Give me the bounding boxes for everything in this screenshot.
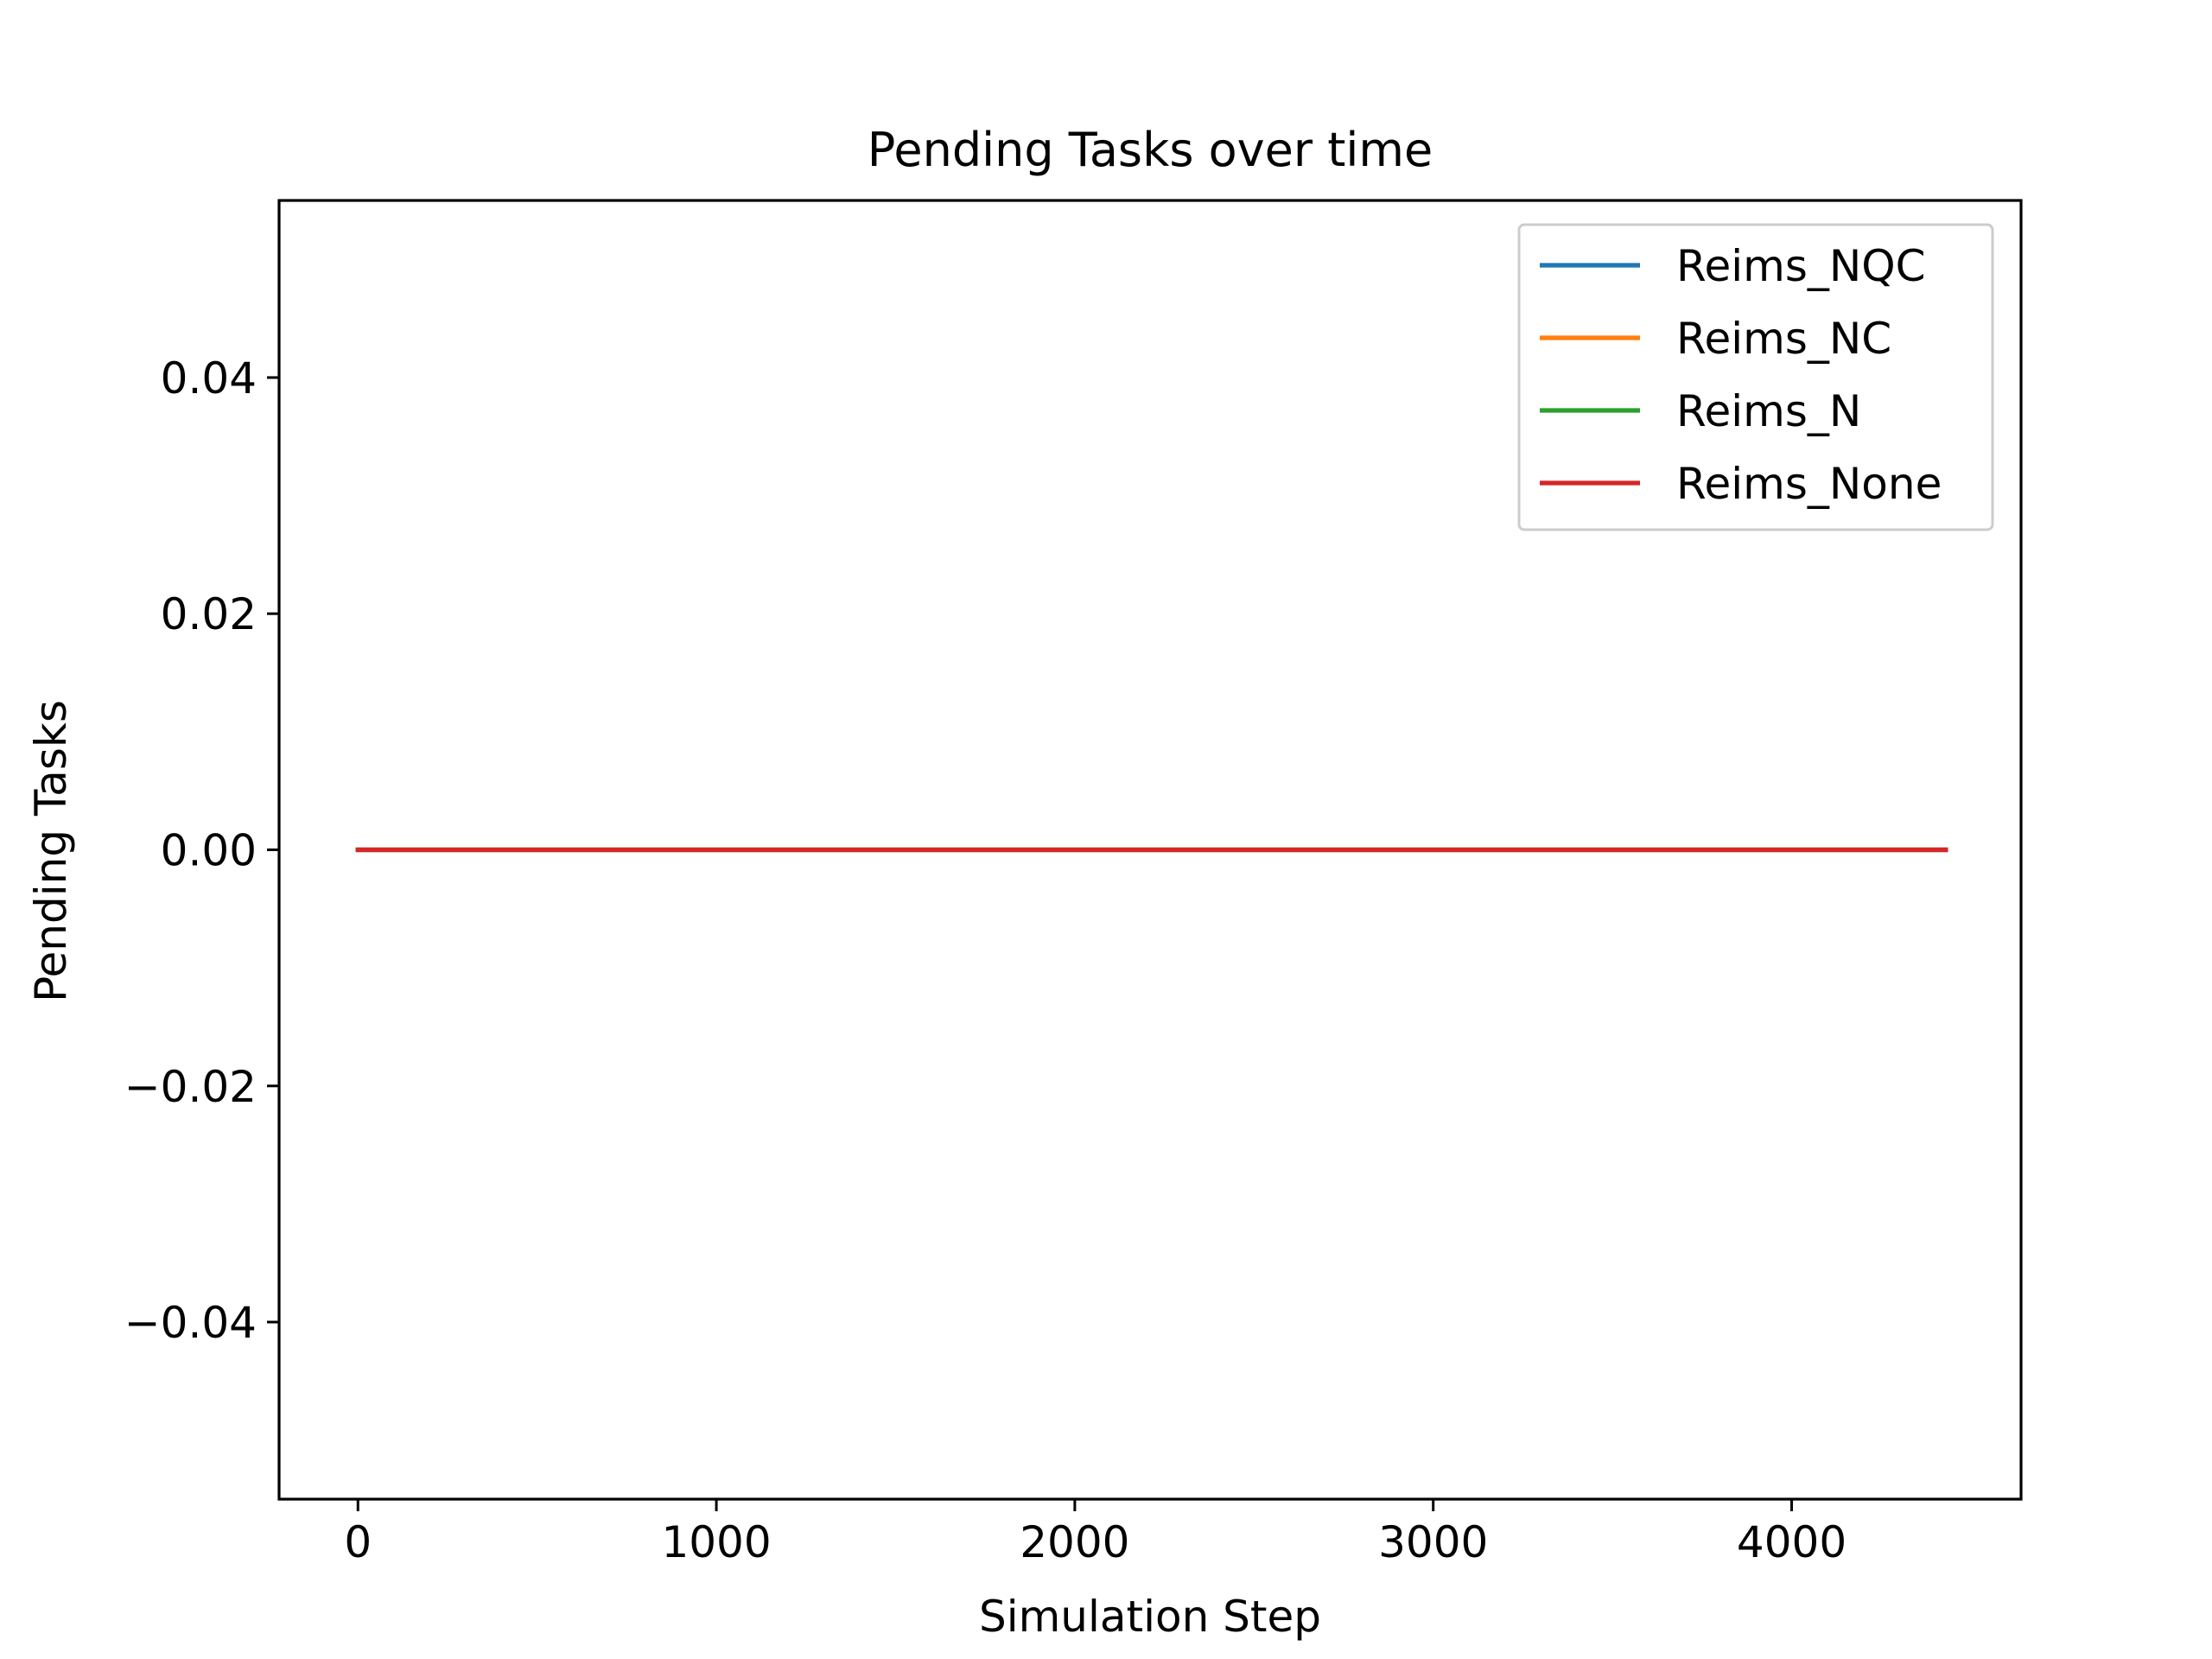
chart-title: Pending Tasks over time (868, 123, 1433, 177)
x-tick-label: 0 (344, 1517, 372, 1567)
x-tick-label: 1000 (661, 1517, 771, 1567)
x-axis-ticks: 0 1000 2000 3000 4000 (344, 1499, 1847, 1567)
y-tick-label: 0.02 (161, 589, 257, 639)
legend-label: Reims_NQC (1676, 241, 1926, 291)
legend-label: Reims_None (1676, 459, 1942, 509)
legend: Reims_NQC Reims_NC Reims_N Reims_None (1517, 223, 1994, 531)
legend-entry: Reims_None (1540, 459, 1942, 509)
x-tick-label: 3000 (1378, 1517, 1488, 1567)
legend-frame (1517, 223, 1994, 531)
y-tick-label: 0.00 (161, 826, 257, 876)
y-tick-label: −0.02 (124, 1062, 257, 1112)
x-tick-label: 4000 (1737, 1517, 1847, 1567)
y-axis-label: Pending Tasks (26, 700, 76, 1002)
legend-entry: Reims_NC (1540, 314, 1891, 364)
legend-entry: Reims_NQC (1540, 241, 1926, 291)
legend-items: Reims_NQC Reims_NC Reims_N Reims_None (1540, 241, 1942, 509)
x-axis-label: Simulation Step (979, 1592, 1321, 1642)
x-tick-label: 2000 (1020, 1517, 1129, 1567)
y-tick-label: 0.04 (161, 353, 257, 404)
y-tick-label: −0.04 (124, 1298, 257, 1348)
y-axis-ticks: 0.04 0.02 0.00 −0.02 −0.04 (124, 353, 279, 1348)
legend-label: Reims_N (1676, 386, 1861, 436)
legend-entry: Reims_N (1540, 386, 1861, 436)
legend-label: Reims_NC (1676, 314, 1891, 364)
